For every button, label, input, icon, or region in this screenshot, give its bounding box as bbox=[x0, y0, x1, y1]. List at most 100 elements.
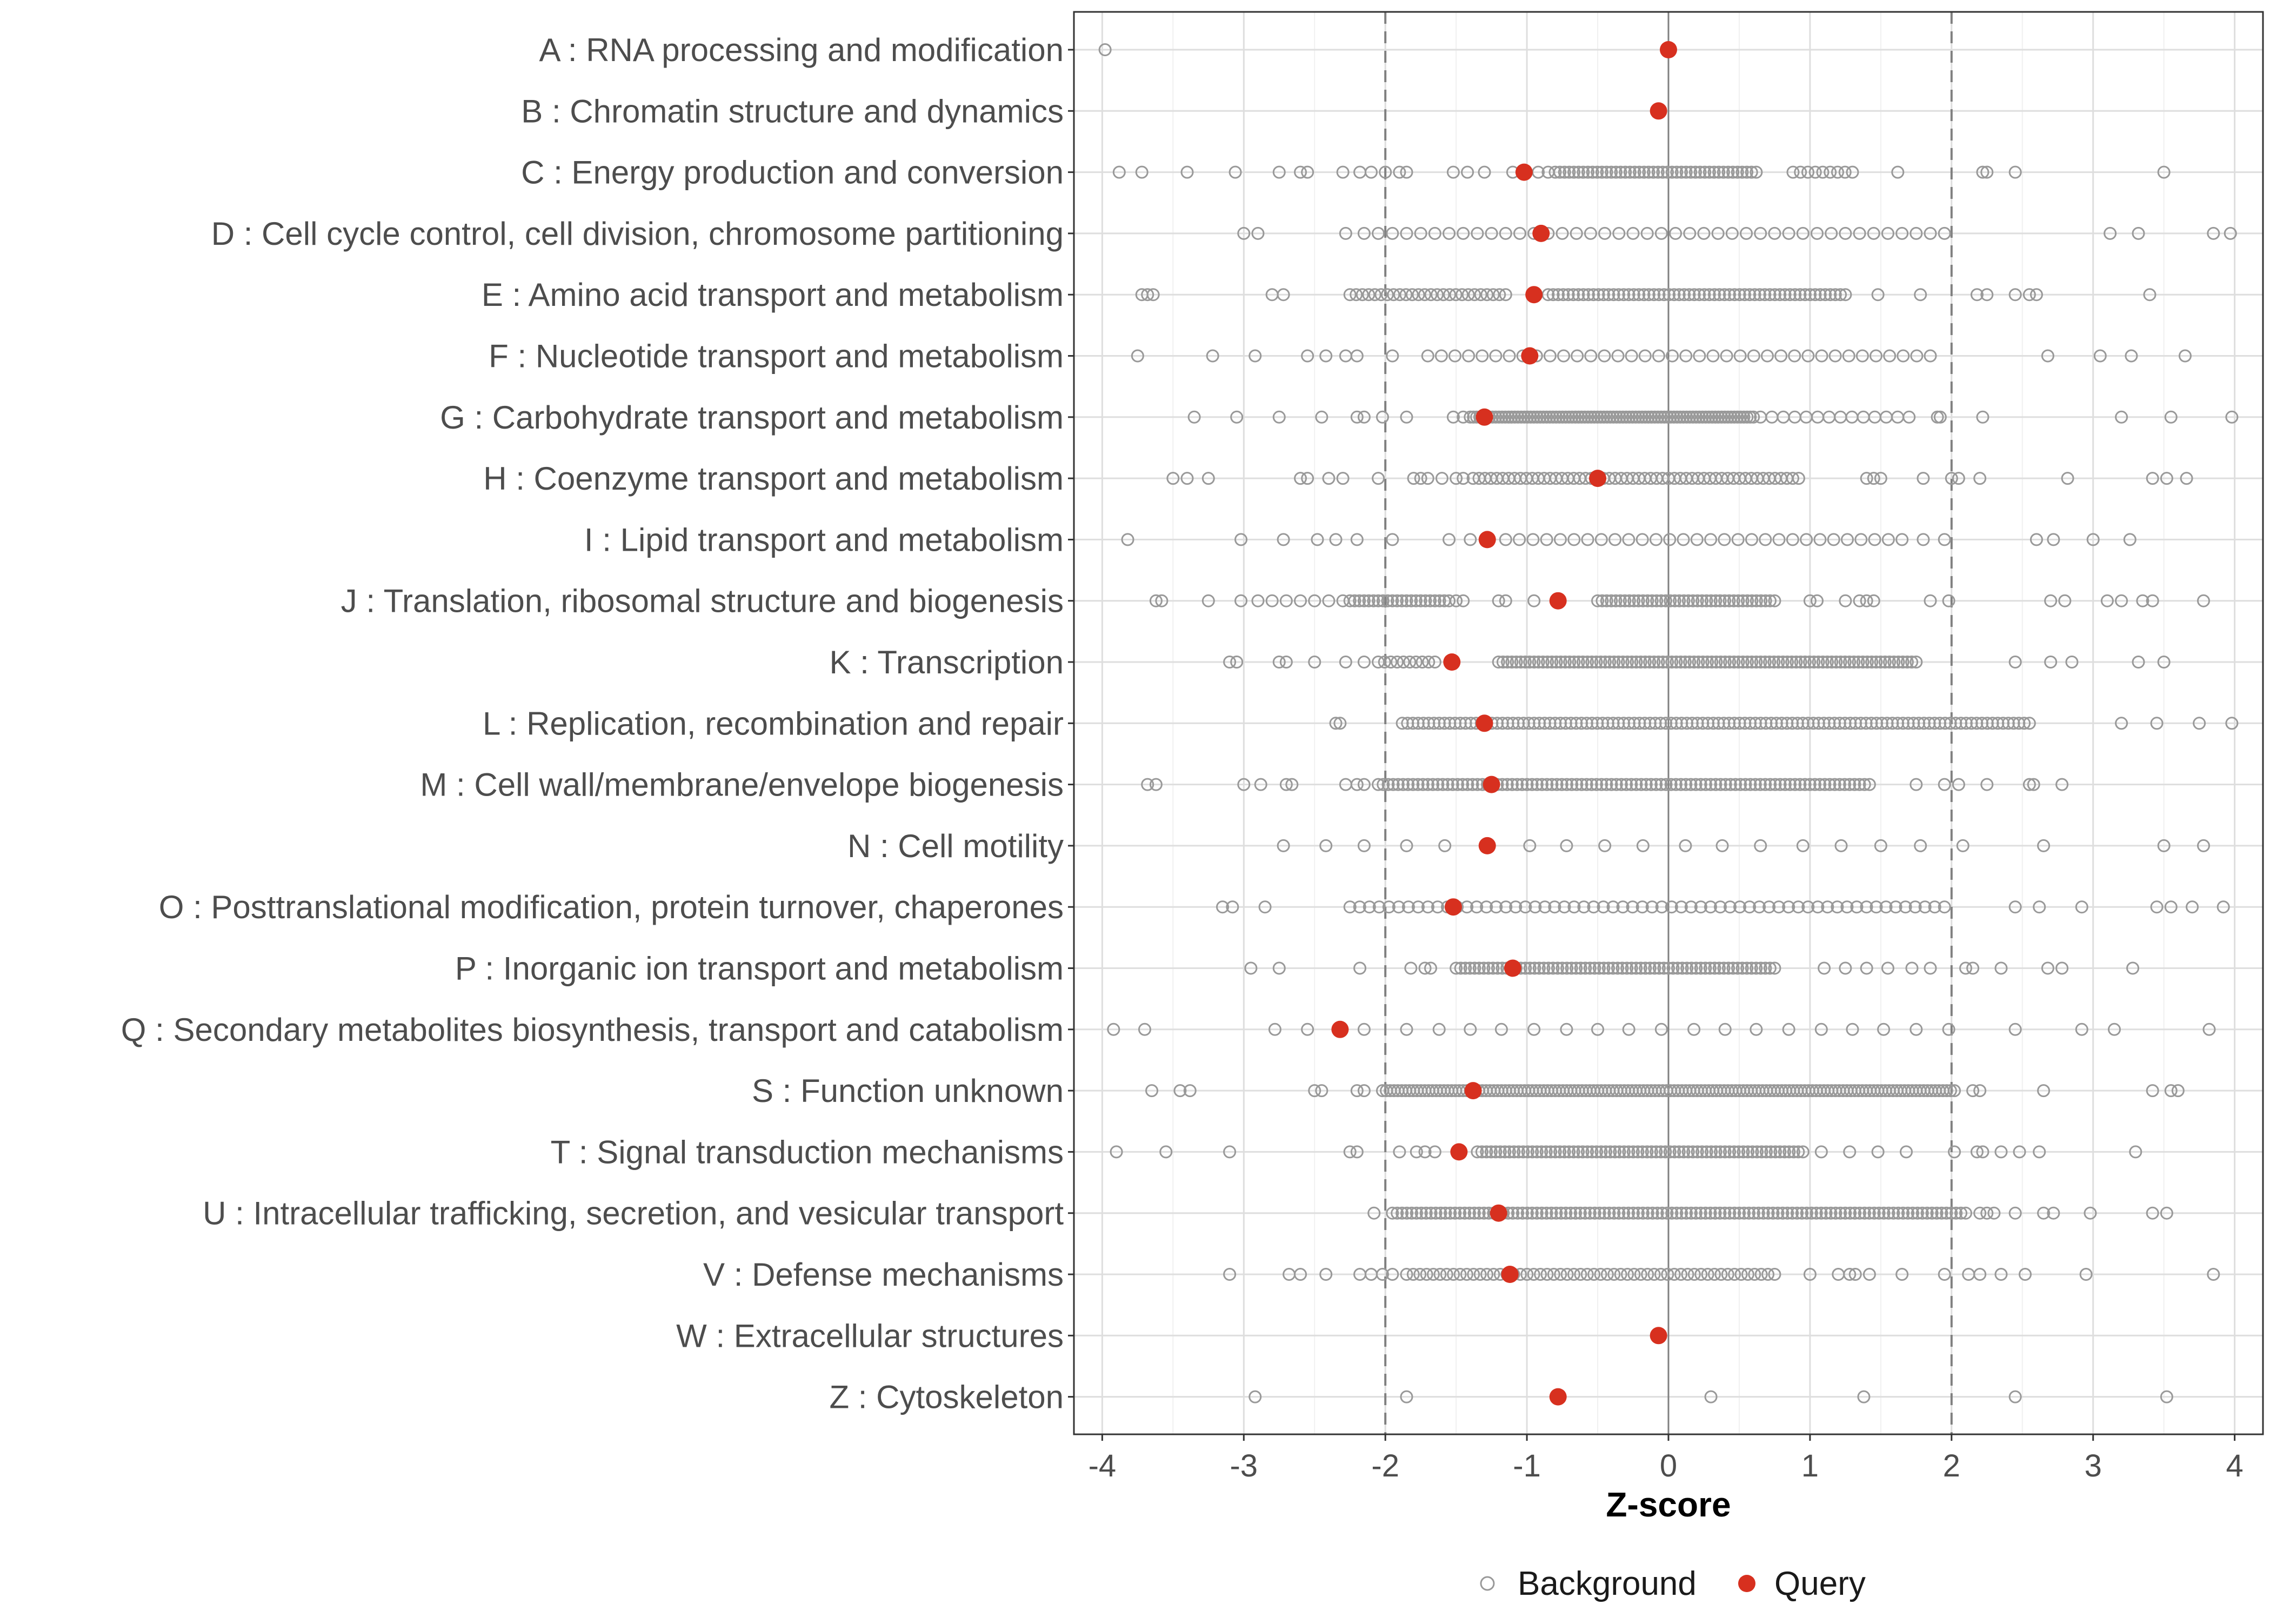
background-point bbox=[1625, 778, 1638, 791]
background-point bbox=[1509, 900, 1523, 914]
background-point bbox=[1391, 656, 1404, 669]
background-point bbox=[1409, 656, 1423, 669]
background-point bbox=[1980, 288, 1994, 302]
query-point bbox=[1476, 714, 1493, 732]
background-point bbox=[1520, 1268, 1534, 1281]
background-point bbox=[1546, 410, 1560, 424]
background-point bbox=[1933, 717, 1947, 730]
query-point bbox=[1478, 531, 1496, 549]
category-label: S : Function unknown bbox=[752, 1073, 1064, 1109]
category-label: B : Chromatin structure and dynamics bbox=[521, 93, 1064, 129]
background-point bbox=[1843, 656, 1857, 669]
background-point bbox=[1942, 594, 1955, 607]
background-point bbox=[1741, 1268, 1754, 1281]
background-point bbox=[1362, 288, 1376, 302]
background-point bbox=[1453, 1268, 1467, 1281]
background-point bbox=[1635, 533, 1649, 546]
background-point bbox=[1768, 226, 1781, 240]
background-point bbox=[1639, 778, 1653, 791]
background-point bbox=[1970, 288, 1984, 302]
category-label: D : Cell cycle control, cell division, c… bbox=[211, 216, 1064, 252]
background-point bbox=[1853, 1206, 1866, 1220]
background-point bbox=[1570, 778, 1584, 791]
background-point bbox=[1386, 349, 1399, 363]
background-point bbox=[1659, 594, 1672, 607]
background-point bbox=[1381, 594, 1394, 607]
background-point bbox=[1622, 717, 1635, 730]
background-point bbox=[1573, 1206, 1587, 1220]
background-point bbox=[1498, 1145, 1512, 1159]
background-point bbox=[1660, 1206, 1674, 1220]
background-point bbox=[1891, 165, 1905, 179]
background-point bbox=[1629, 410, 1643, 424]
background-point bbox=[1641, 594, 1654, 607]
background-point bbox=[2047, 1206, 2060, 1220]
background-point bbox=[1421, 472, 1434, 485]
background-point bbox=[1803, 778, 1817, 791]
background-point bbox=[1428, 226, 1441, 240]
background-point bbox=[1495, 410, 1509, 424]
background-point bbox=[1723, 1206, 1737, 1220]
background-point bbox=[1732, 656, 1745, 669]
background-point bbox=[2047, 533, 2060, 546]
background-point bbox=[1578, 1206, 1592, 1220]
background-point bbox=[1692, 656, 1705, 669]
background-point bbox=[1785, 656, 1799, 669]
background-point bbox=[1548, 717, 1562, 730]
background-point bbox=[2207, 226, 2220, 240]
background-point bbox=[1499, 410, 1512, 424]
background-point bbox=[1731, 961, 1745, 975]
background-point bbox=[1803, 656, 1817, 669]
background-point bbox=[1733, 288, 1746, 302]
background-point bbox=[1976, 1145, 1989, 1159]
background-point bbox=[1645, 900, 1659, 914]
background-point bbox=[1392, 900, 1405, 914]
query-point bbox=[1478, 837, 1496, 854]
background-point bbox=[1856, 656, 1870, 669]
background-point bbox=[1429, 1206, 1443, 1220]
background-point bbox=[1715, 839, 1729, 852]
background-point bbox=[1854, 717, 1867, 730]
background-point bbox=[1970, 717, 1984, 730]
background-point bbox=[2129, 1145, 2142, 1159]
background-point bbox=[1871, 1145, 1885, 1159]
background-point bbox=[1740, 410, 1754, 424]
background-point bbox=[1223, 1268, 1237, 1281]
background-point bbox=[1379, 165, 1392, 179]
background-point bbox=[1463, 961, 1477, 975]
background-point bbox=[1646, 1206, 1659, 1220]
background-point bbox=[1612, 288, 1625, 302]
background-point bbox=[1329, 533, 1343, 546]
background-point bbox=[1652, 656, 1665, 669]
background-point bbox=[1718, 1145, 1732, 1159]
background-point bbox=[1649, 533, 1663, 546]
background-point bbox=[1910, 226, 1923, 240]
background-point bbox=[1630, 778, 1643, 791]
background-point bbox=[1902, 410, 1916, 424]
background-point bbox=[1839, 594, 1852, 607]
background-point bbox=[1149, 778, 1163, 791]
background-point bbox=[1897, 1206, 1910, 1220]
background-point bbox=[1687, 1268, 1701, 1281]
background-point bbox=[1938, 900, 1951, 914]
background-point bbox=[1765, 717, 1778, 730]
background-point bbox=[1647, 656, 1661, 669]
background-point bbox=[1954, 1206, 1968, 1220]
background-point bbox=[1575, 410, 1588, 424]
background-point bbox=[1753, 900, 1766, 914]
background-point bbox=[1807, 717, 1820, 730]
background-point bbox=[1735, 961, 1749, 975]
background-point bbox=[1823, 778, 1837, 791]
background-point bbox=[1294, 472, 1307, 485]
background-point bbox=[1580, 1268, 1594, 1281]
background-point bbox=[1528, 961, 1541, 975]
background-point bbox=[1735, 165, 1749, 179]
background-point bbox=[1702, 165, 1716, 179]
background-point bbox=[2132, 226, 2145, 240]
background-point bbox=[1787, 1145, 1800, 1159]
background-point bbox=[1980, 778, 1994, 791]
background-point bbox=[1446, 165, 1460, 179]
background-point bbox=[2186, 900, 2199, 914]
background-point bbox=[1650, 594, 1664, 607]
background-point bbox=[1641, 410, 1655, 424]
